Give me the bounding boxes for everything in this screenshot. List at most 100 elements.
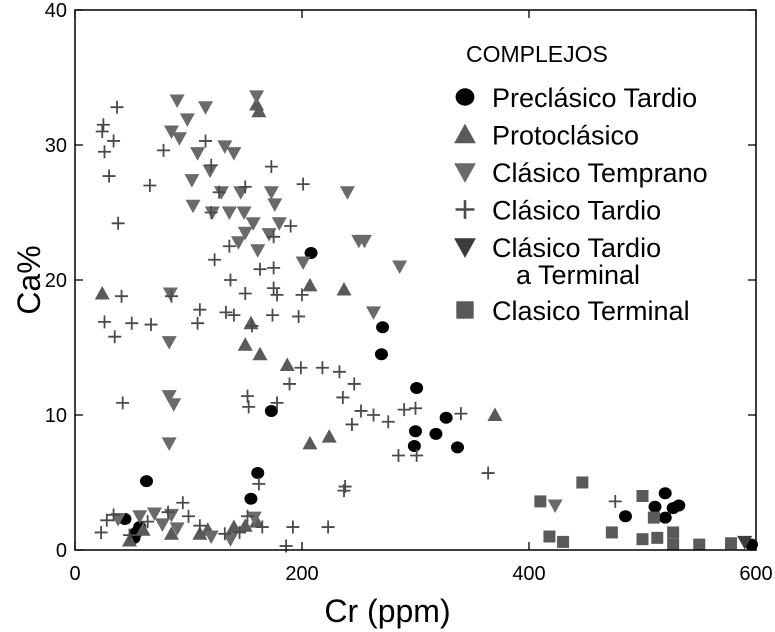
legend-item-5: Clasico Terminal <box>456 296 690 326</box>
legend-label: Protoclásico <box>492 121 639 151</box>
legend-label: Clásico Tardio <box>492 233 661 263</box>
data-point <box>161 336 177 350</box>
data-point <box>667 526 680 539</box>
series-4 <box>737 535 753 550</box>
data-point <box>96 118 110 132</box>
legend-label: a Terminal <box>516 260 640 290</box>
data-point <box>162 287 178 301</box>
legend-label: Clásico Temprano <box>492 158 708 188</box>
data-point <box>409 401 422 415</box>
y-tick-label: 10 <box>45 405 67 427</box>
data-point <box>236 206 252 220</box>
data-point <box>199 134 213 148</box>
data-point <box>208 253 222 267</box>
data-point <box>161 505 175 519</box>
data-point <box>279 357 295 372</box>
data-point <box>241 509 255 523</box>
data-point <box>354 404 368 418</box>
data-point <box>270 288 284 302</box>
data-point <box>321 520 335 534</box>
data-point <box>143 179 157 192</box>
data-point <box>267 261 281 275</box>
legend-item-3: Clásico Tardio <box>455 196 661 226</box>
data-point <box>439 411 453 424</box>
data-point <box>218 527 232 541</box>
data-point <box>163 125 179 139</box>
data-point <box>647 511 660 524</box>
y-tick-label: 0 <box>56 540 67 562</box>
data-point <box>217 140 233 154</box>
data-point <box>198 101 214 115</box>
series-5 <box>534 476 738 551</box>
series-3 <box>94 100 622 553</box>
data-point <box>169 522 185 536</box>
data-point <box>244 492 258 505</box>
data-point <box>107 134 121 148</box>
data-point <box>212 185 226 199</box>
data-point <box>204 158 218 172</box>
data-point <box>192 526 208 540</box>
data-point <box>141 515 155 529</box>
data-point <box>144 318 158 332</box>
legend-marker <box>456 301 474 319</box>
data-point <box>116 396 130 410</box>
data-point <box>237 337 253 351</box>
legend-item-0: Preclásico Tardio <box>455 83 697 113</box>
data-point <box>693 538 706 551</box>
data-point <box>233 525 247 539</box>
data-point <box>161 437 177 451</box>
data-point <box>409 425 422 438</box>
data-point <box>166 398 182 412</box>
data-point <box>227 308 241 322</box>
data-point <box>219 305 233 319</box>
data-point <box>242 400 256 414</box>
data-point <box>238 287 252 300</box>
data-point <box>658 511 672 524</box>
data-point <box>294 361 308 375</box>
data-point <box>237 518 253 532</box>
data-point <box>267 281 281 295</box>
legend-marker <box>454 163 476 183</box>
data-point <box>223 273 237 287</box>
data-point <box>98 315 112 329</box>
data-point <box>179 113 195 127</box>
data-point <box>576 476 589 489</box>
data-point <box>108 330 122 344</box>
data-point <box>193 519 207 533</box>
data-point <box>292 309 306 323</box>
data-point <box>315 361 329 375</box>
data-point <box>161 390 177 404</box>
data-point <box>115 289 129 303</box>
data-point <box>191 316 205 330</box>
data-point <box>176 496 190 510</box>
x-axis-label: Cr (ppm) <box>324 593 450 629</box>
data-point <box>190 147 206 161</box>
data-point <box>337 484 351 498</box>
data-point <box>164 289 178 303</box>
data-point <box>336 390 350 404</box>
data-point <box>270 396 284 410</box>
data-point <box>264 404 278 417</box>
series-2 <box>110 90 563 547</box>
data-point <box>651 531 664 544</box>
data-point <box>203 530 219 544</box>
data-point <box>397 403 411 417</box>
data-point <box>132 510 148 524</box>
data-point <box>102 169 116 183</box>
data-point <box>249 90 265 104</box>
data-point <box>336 281 352 296</box>
plot-area <box>94 90 758 553</box>
data-point <box>98 145 112 159</box>
data-point <box>391 449 405 462</box>
data-point <box>226 147 242 161</box>
data-point <box>339 186 355 200</box>
x-tick-label: 200 <box>285 563 318 585</box>
data-point <box>356 234 372 249</box>
data-point <box>481 466 495 480</box>
data-point <box>636 490 649 502</box>
x-tick-label: 600 <box>739 563 772 585</box>
data-point <box>410 449 424 462</box>
data-point <box>267 198 283 212</box>
data-point <box>246 511 262 526</box>
